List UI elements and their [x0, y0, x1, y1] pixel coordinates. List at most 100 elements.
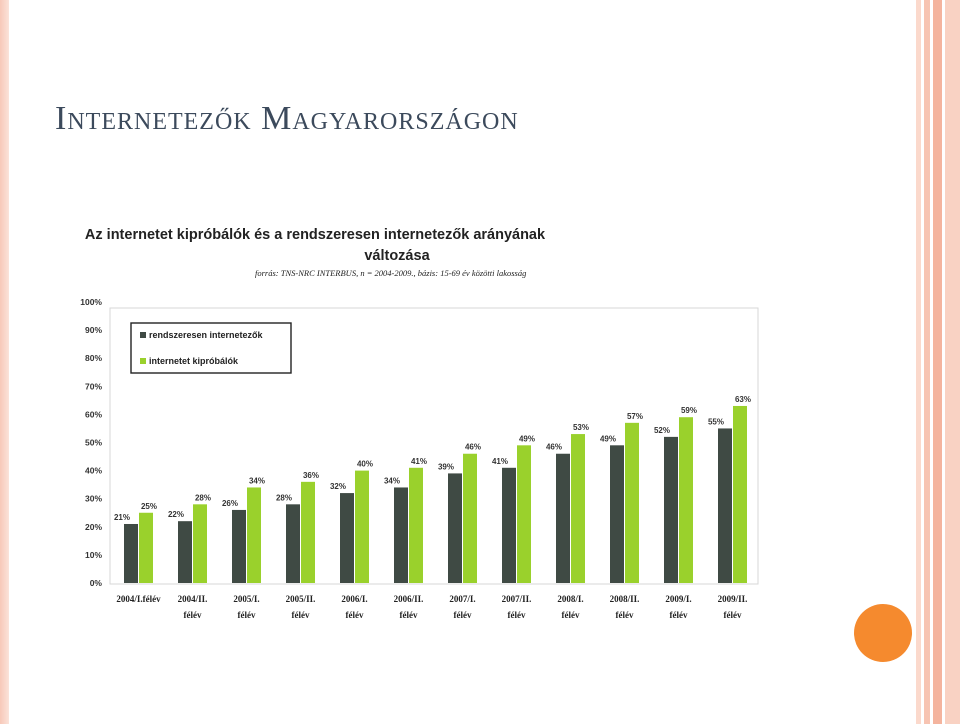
y-tick-label: 70%	[85, 381, 102, 391]
bar	[286, 504, 300, 583]
y-tick-label: 80%	[85, 353, 102, 363]
data-labels: 21% 25% 22% 28% 26% 34% 28% 36% 32% 40% 34% 41% 39% 4…	[114, 395, 751, 522]
legend-swatch	[140, 358, 146, 364]
data-label: 40%	[357, 460, 373, 469]
bar	[625, 422, 639, 583]
x-tick-label: 2004/I.félév	[116, 594, 161, 604]
x-tick-label: félév	[724, 610, 742, 620]
bar	[247, 487, 261, 583]
slide-title: Internetezők Magyarországon	[55, 100, 519, 137]
data-label: 22%	[168, 510, 184, 519]
chart-subtitle: forrás: TNS-NRC INTERBUS, n = 2004-2009.…	[255, 268, 526, 278]
x-tick-label: 2007/II.	[502, 594, 532, 604]
y-tick-label: 0%	[90, 578, 103, 588]
decorative-right-stripe	[924, 0, 930, 724]
data-label: 59%	[681, 406, 697, 415]
decorative-right-stripe	[933, 0, 942, 724]
data-label: 32%	[330, 482, 346, 491]
data-label: 36%	[303, 471, 319, 480]
x-tick-label: félév	[562, 610, 580, 620]
y-tick-label: 90%	[85, 325, 102, 335]
y-axis: 0% 10% 20% 30% 40% 50% 60% 70% 80% 90% 100%	[80, 297, 102, 588]
bar	[178, 521, 192, 583]
x-tick-label: 2009/I.	[665, 594, 691, 604]
bar	[679, 417, 693, 583]
data-label: 41%	[492, 457, 508, 466]
data-label: 57%	[627, 412, 643, 421]
x-tick-label: 2007/I.	[449, 594, 475, 604]
bar	[394, 487, 408, 583]
y-tick-label: 10%	[85, 550, 102, 560]
y-tick-label: 20%	[85, 522, 102, 532]
bar	[502, 467, 516, 583]
x-tick-label: 2009/II.	[718, 594, 748, 604]
bar	[139, 512, 153, 583]
data-label: 21%	[114, 513, 130, 522]
x-tick-label: félév	[238, 610, 256, 620]
bar	[124, 523, 138, 583]
data-label: 28%	[276, 493, 292, 502]
legend-swatch	[140, 332, 146, 338]
bar	[664, 436, 678, 583]
data-label: 53%	[573, 423, 589, 432]
data-label: 49%	[519, 434, 535, 443]
bar	[193, 504, 207, 583]
bar	[718, 428, 732, 583]
x-tick-label: 2006/II.	[394, 594, 424, 604]
data-label: 25%	[141, 502, 157, 511]
decorative-orange-circle	[854, 604, 912, 662]
decorative-right-stripe	[945, 0, 960, 724]
decorative-left-border	[0, 0, 9, 724]
y-tick-label: 40%	[85, 466, 102, 476]
legend-label: internetet kipróbálók	[149, 356, 239, 366]
data-label: 34%	[249, 476, 265, 485]
data-label: 41%	[411, 457, 427, 466]
x-tick-label: 2008/II.	[610, 594, 640, 604]
bars	[124, 405, 747, 583]
x-tick-label: félév	[508, 610, 526, 620]
x-tick-label: félév	[670, 610, 688, 620]
bar	[409, 467, 423, 583]
bar	[517, 445, 531, 583]
y-tick-label: 50%	[85, 438, 102, 448]
chart-title-line1: Az internetet kipróbálók és a rendszeres…	[85, 227, 546, 243]
bar	[556, 453, 570, 583]
bar	[355, 470, 369, 583]
data-label: 55%	[708, 417, 724, 426]
x-tick-label: félév	[346, 610, 364, 620]
x-tick-label: 2008/I.	[557, 594, 583, 604]
data-label: 63%	[735, 395, 751, 404]
y-tick-label: 100%	[80, 297, 102, 307]
data-label: 28%	[195, 493, 211, 502]
x-tick-label: 2004/II.	[178, 594, 208, 604]
data-label: 34%	[384, 476, 400, 485]
x-tick-label: félév	[454, 610, 472, 620]
legend-label: rendszeresen internetezők	[149, 330, 264, 340]
y-tick-label: 30%	[85, 494, 102, 504]
bar	[340, 493, 354, 583]
x-tick-label: 2005/II.	[286, 594, 316, 604]
bar-chart: Az internetet kipróbálók és a rendszeres…	[80, 227, 759, 620]
chart-title-line2: változása	[364, 248, 430, 264]
legend: rendszeresen internetezők internetet kipr…	[130, 322, 292, 374]
x-tick-label: félév	[184, 610, 202, 620]
x-tick-label: félév	[400, 610, 418, 620]
x-axis: 2004/I.félév 2004/II. félév 2005/I. félév 200…	[116, 594, 747, 620]
data-label: 46%	[465, 443, 481, 452]
bar	[571, 434, 585, 583]
data-label: 52%	[654, 426, 670, 435]
bar	[448, 473, 462, 583]
bar	[733, 405, 747, 583]
bar	[301, 481, 315, 583]
decorative-right-stripe	[916, 0, 921, 724]
x-tick-label: 2005/I.	[233, 594, 259, 604]
y-tick-label: 60%	[85, 409, 102, 419]
data-label: 26%	[222, 499, 238, 508]
bar	[610, 445, 624, 583]
data-label: 46%	[546, 443, 562, 452]
x-tick-label: 2006/I.	[341, 594, 367, 604]
data-label: 39%	[438, 462, 454, 471]
x-tick-label: félév	[616, 610, 634, 620]
legend-box	[130, 322, 292, 374]
bar	[232, 509, 246, 583]
